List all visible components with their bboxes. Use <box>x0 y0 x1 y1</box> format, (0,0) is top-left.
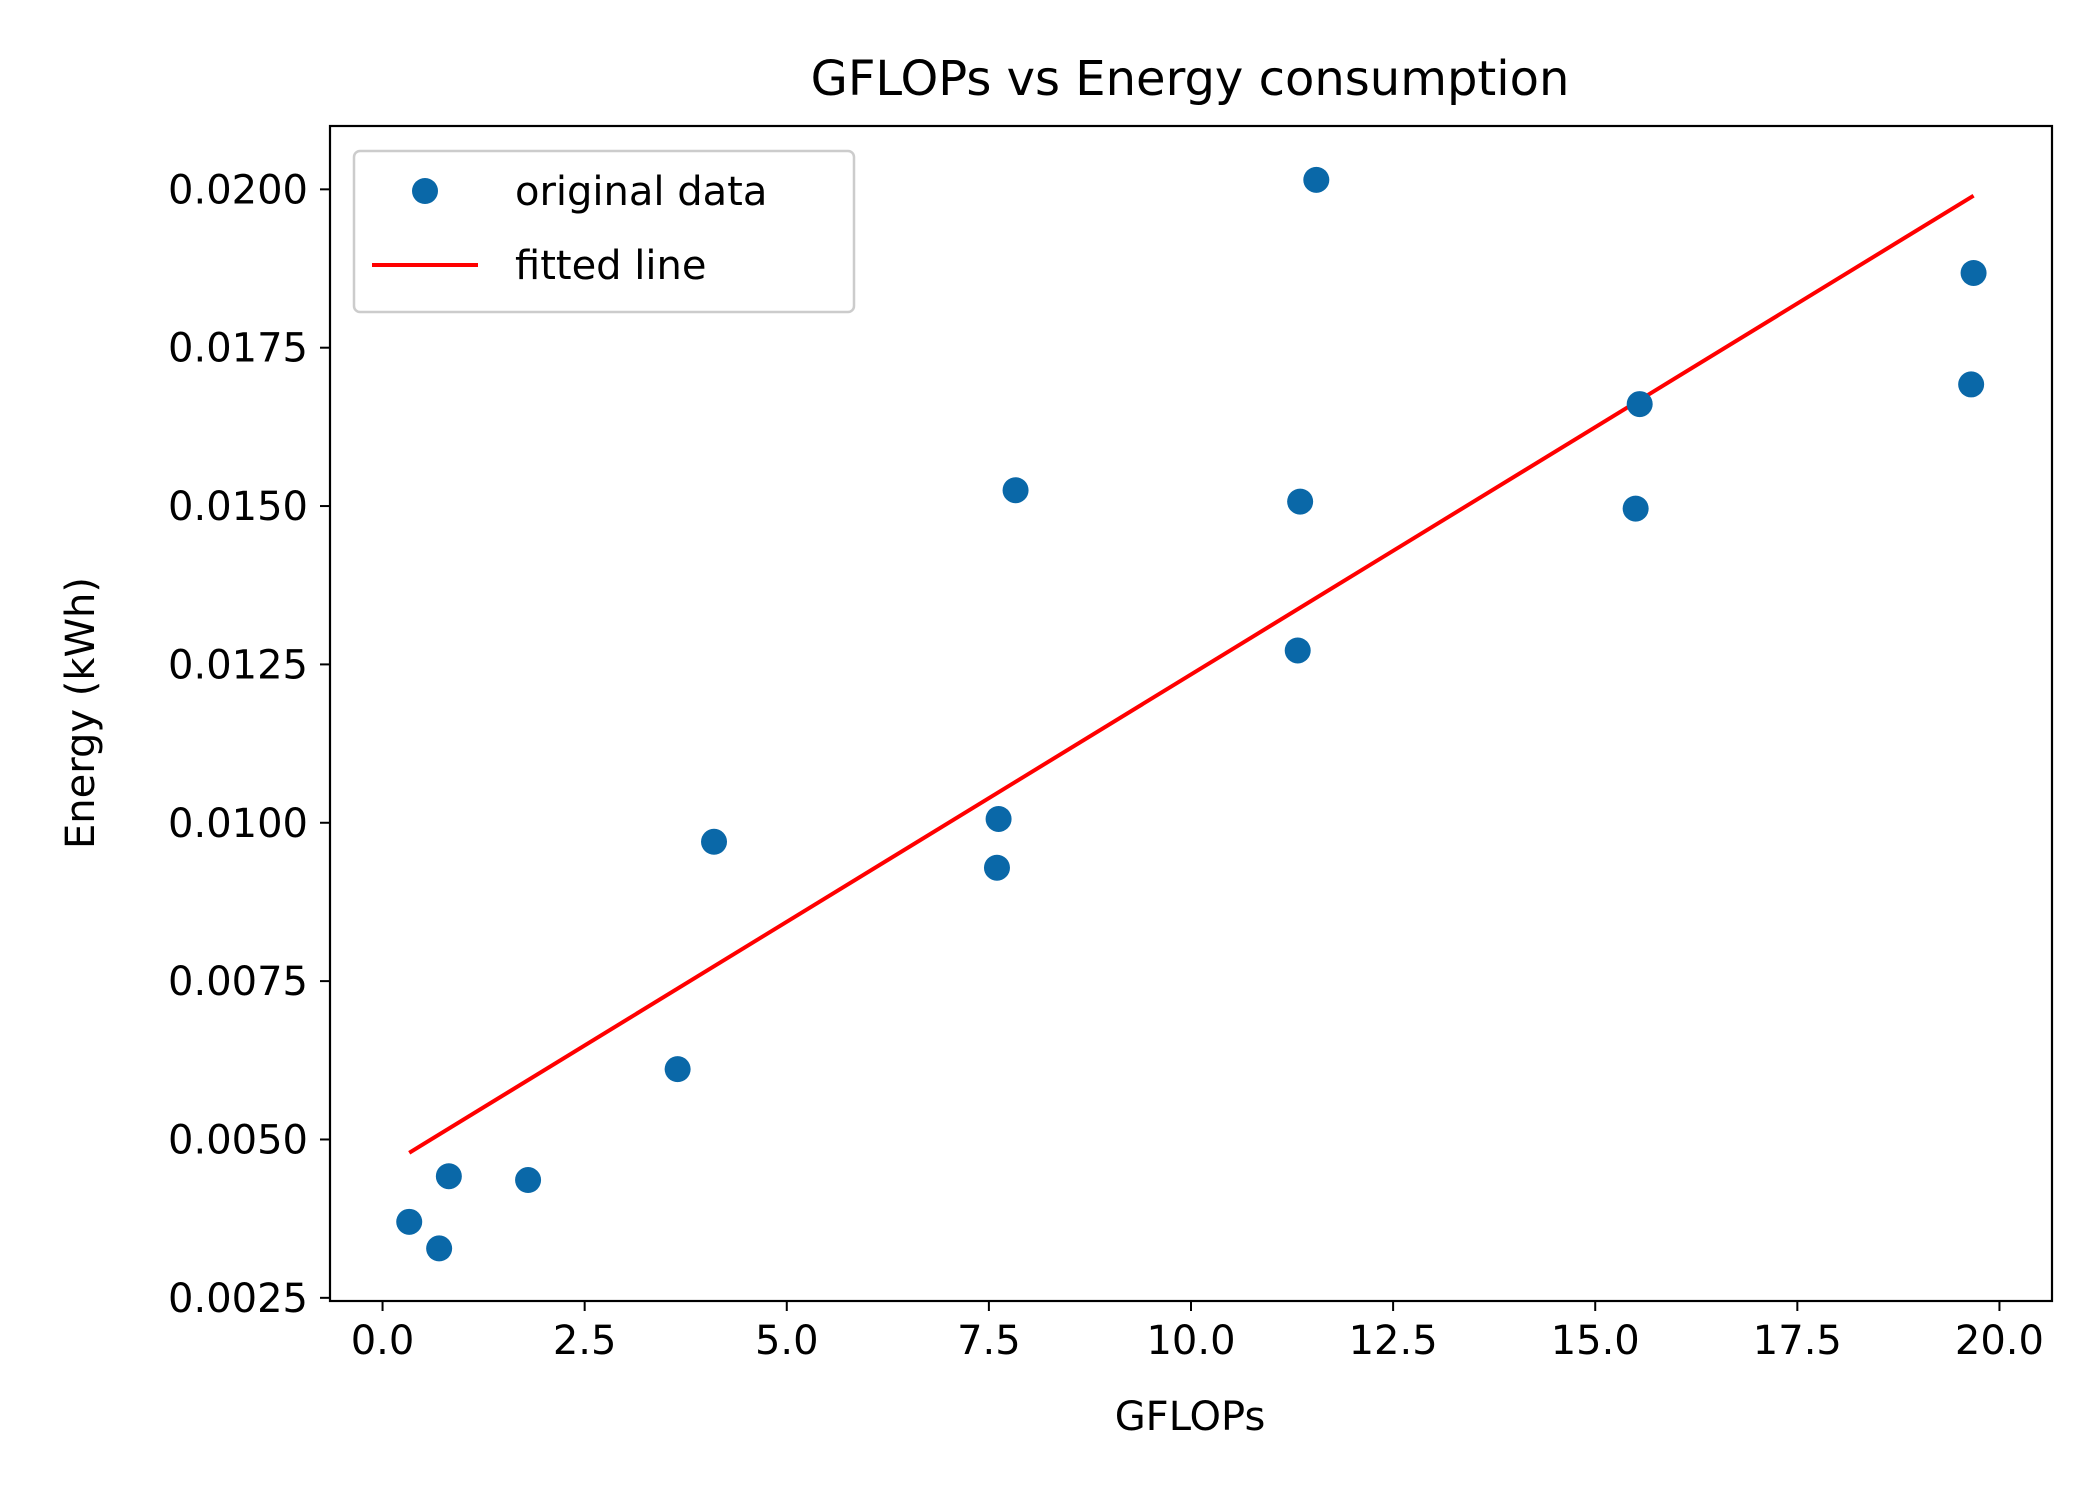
data-point <box>426 1235 453 1262</box>
data-point <box>1287 488 1314 515</box>
chart-title: GFLOPs vs Energy consumption <box>811 51 1570 107</box>
legend-box <box>352 149 856 314</box>
y-tick-label: 0.0175 <box>168 326 308 372</box>
x-tick-label: 15.0 <box>1551 1318 1640 1364</box>
data-point <box>1284 637 1311 664</box>
x-tick-label: 12.5 <box>1349 1318 1438 1364</box>
data-point <box>1626 391 1653 418</box>
legend-label-fitted-line: fitted line <box>515 243 706 289</box>
x-tick-label: 10.0 <box>1146 1318 1235 1364</box>
x-tick-label: 20.0 <box>1955 1318 2044 1364</box>
data-point <box>396 1208 423 1235</box>
data-point <box>985 805 1012 832</box>
x-tick-label: 0.0 <box>351 1318 415 1364</box>
data-point <box>664 1056 691 1083</box>
fitted-line <box>408 193 1975 1155</box>
y-tick-label: 0.0050 <box>168 1117 308 1163</box>
data-point <box>983 854 1010 881</box>
data-point <box>1002 477 1029 504</box>
x-axis-ticks: 0.0 2.5 5.0 7.5 10.0 12.5 15.0 17.5 20.0 <box>351 1301 2044 1364</box>
data-point <box>1622 495 1649 522</box>
y-tick-label: 0.0125 <box>168 642 308 688</box>
data-point <box>435 1163 462 1190</box>
y-tick-label: 0.0200 <box>168 167 308 213</box>
y-tick-label: 0.0025 <box>168 1276 308 1322</box>
data-point <box>515 1167 542 1194</box>
y-tick-label: 0.0150 <box>168 484 308 530</box>
fitted-line-series <box>408 193 1975 1155</box>
y-tick-label: 0.0100 <box>168 801 308 847</box>
legend-marker-original-data <box>412 178 438 204</box>
data-point <box>1958 371 1985 398</box>
x-tick-label: 5.0 <box>755 1318 819 1364</box>
x-tick-label: 17.5 <box>1753 1318 1842 1364</box>
data-point <box>1960 259 1987 286</box>
y-axis-label: Energy (kWh) <box>58 577 104 849</box>
x-tick-label: 7.5 <box>957 1318 1021 1364</box>
y-tick-label: 0.0075 <box>168 959 308 1005</box>
legend-label-original-data: original data <box>515 169 767 215</box>
data-point <box>701 828 728 855</box>
x-axis-label: GFLOPs <box>1115 1394 1266 1440</box>
y-axis-ticks: 0.0025 0.0050 0.0075 0.0100 0.0125 0.0150 0.01… <box>168 167 330 1322</box>
original-data-series <box>396 166 1987 1262</box>
x-tick-label: 2.5 <box>553 1318 617 1364</box>
legend: original data fitted line <box>352 149 856 314</box>
data-point <box>1303 166 1330 193</box>
plot-frame <box>328 124 2054 1303</box>
